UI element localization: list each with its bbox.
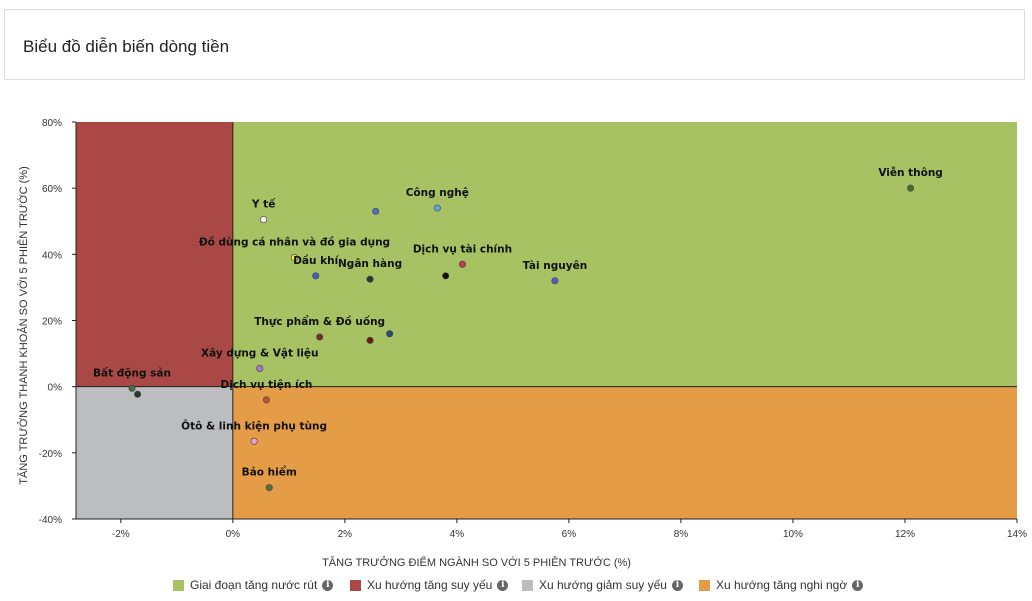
data-point (551, 277, 559, 285)
y-tick-label: 80% (42, 118, 62, 129)
data-point (316, 333, 324, 341)
title-panel: Biểu đồ diễn biến dòng tiền (4, 9, 1025, 80)
data-label: Dầu khí (293, 255, 339, 267)
data-label: Xây dựng & Vật liệu (201, 347, 319, 359)
y-axis-title: TĂNG TRƯỞNG THANH KHOẢN SO VỚI 5 PHIÊN T… (17, 166, 30, 484)
data-point (260, 216, 268, 224)
x-tick-label: 4% (450, 529, 465, 540)
x-axis-title: TĂNG TRƯỞNG ĐIỂM NGÀNH SO VỚI 5 PHIÊN TR… (322, 556, 631, 569)
legend-item-green[interactable]: Giai đoạn tăng nước rút i (173, 578, 334, 592)
legend-label: Xu hướng tăng suy yếu (367, 578, 493, 592)
x-tick-label: 10% (783, 529, 803, 540)
x-tick-label: -2% (112, 529, 130, 540)
data-point (128, 384, 136, 392)
info-icon[interactable]: i (671, 579, 683, 591)
data-point (134, 390, 142, 398)
data-point (907, 184, 915, 192)
y-tick-label: -20% (39, 449, 62, 460)
info-icon[interactable]: i (852, 579, 864, 591)
data-label: Tài nguyên (523, 260, 588, 272)
data-point (433, 204, 441, 212)
legend-label: Xu hướng giảm suy yếu (539, 578, 667, 592)
data-point (366, 336, 374, 344)
y-tick-label: 60% (42, 184, 62, 195)
data-point (386, 330, 394, 338)
quadrant-region (232, 122, 1018, 387)
legend-swatch (350, 579, 361, 591)
data-label: Ngân hàng (338, 258, 402, 270)
data-point (372, 207, 380, 215)
legend-item-gray[interactable]: Xu hướng giảm suy yếu i (522, 578, 683, 592)
chart-legend: Giai đoạn tăng nước rút i Xu hướng tăng … (0, 576, 1032, 596)
data-point (458, 260, 466, 268)
data-label: Dịch vụ tài chính (413, 243, 512, 255)
data-label: Y tế (251, 198, 276, 211)
data-label: Ôtô & linh kiện phụ tùng (181, 419, 327, 432)
data-label: Bất động sản (93, 366, 171, 379)
legend-item-orange[interactable]: Xu hướng tăng nghi ngờ i (699, 578, 864, 592)
legend-item-red[interactable]: Xu hướng tăng suy yếu i (350, 578, 509, 592)
data-point (256, 364, 264, 372)
data-point (265, 484, 273, 492)
quadrant-region (76, 122, 233, 387)
data-point (442, 272, 450, 280)
y-tick-label: 0% (48, 383, 63, 394)
y-tick-label: -40% (39, 515, 62, 526)
data-point (366, 275, 374, 283)
data-point (312, 272, 320, 280)
data-point (262, 396, 270, 404)
data-label: Đồ dùng cá nhân và đồ gia dụng (199, 236, 390, 249)
legend-swatch (699, 579, 710, 591)
y-tick-label: 20% (42, 317, 62, 328)
info-icon[interactable]: i (497, 579, 509, 591)
data-label: Bảo hiểm (242, 466, 297, 479)
cashflow-scatter-chart: -2% 0% 2% 4% 6% 8% 10% 12% 14% -40% -20% 0% 20% 40% 60… (17, 118, 1027, 569)
x-tick-label: 14% (1007, 529, 1027, 540)
data-label: Dịch vụ tiện ích (221, 379, 313, 391)
y-tick-label: 40% (42, 250, 62, 261)
info-icon[interactable]: i (322, 579, 334, 591)
x-tick-label: 12% (895, 529, 915, 540)
legend-label: Giai đoạn tăng nước rút (190, 578, 318, 592)
x-tick-label: 6% (562, 529, 577, 540)
x-tick-label: 2% (338, 529, 353, 540)
quadrant-region (232, 386, 1018, 519)
data-label: Công nghệ (406, 187, 469, 199)
data-label: Viễn thông (878, 166, 943, 179)
legend-swatch (173, 579, 184, 591)
quadrant-region (76, 386, 233, 519)
legend-swatch (522, 579, 533, 591)
data-point (250, 437, 258, 445)
legend-label: Xu hướng tăng nghi ngờ (716, 578, 848, 592)
x-tick-label: 8% (674, 529, 689, 540)
page-title: Biểu đồ diễn biến dòng tiền (23, 37, 230, 56)
data-label: Thực phẩm & Đồ uống (254, 315, 385, 328)
x-tick-label: 0% (226, 529, 241, 540)
data-point (290, 254, 298, 262)
